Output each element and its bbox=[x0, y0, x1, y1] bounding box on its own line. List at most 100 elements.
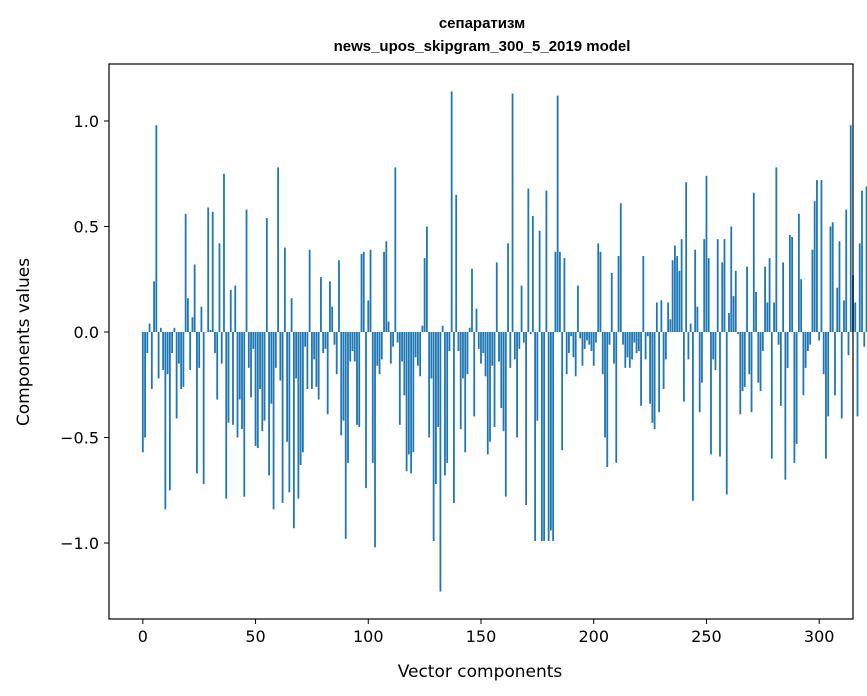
bar bbox=[759, 332, 762, 392]
bar bbox=[504, 332, 507, 497]
bar bbox=[486, 332, 489, 455]
bar bbox=[331, 306, 334, 332]
bar bbox=[678, 270, 681, 333]
bar bbox=[531, 215, 534, 332]
bar bbox=[277, 167, 279, 332]
bar bbox=[425, 226, 428, 332]
bar bbox=[782, 262, 785, 333]
bar bbox=[543, 332, 546, 541]
bar bbox=[520, 285, 523, 333]
bar bbox=[247, 332, 250, 368]
bar bbox=[475, 308, 478, 332]
bar bbox=[159, 327, 162, 332]
bar bbox=[367, 300, 370, 332]
bar bbox=[568, 332, 570, 354]
bar bbox=[311, 332, 313, 389]
bar bbox=[660, 300, 663, 332]
bar bbox=[153, 281, 155, 333]
bar bbox=[362, 251, 365, 332]
plot-frame bbox=[108, 63, 854, 620]
bar bbox=[193, 264, 196, 333]
bar bbox=[308, 249, 311, 332]
bar bbox=[522, 332, 525, 343]
bar bbox=[689, 323, 692, 332]
bar bbox=[234, 285, 237, 333]
bar bbox=[646, 332, 649, 337]
bar bbox=[811, 249, 814, 332]
bar bbox=[667, 302, 670, 332]
bar bbox=[173, 327, 176, 332]
bar bbox=[540, 332, 543, 541]
bar bbox=[360, 253, 363, 332]
bar bbox=[818, 332, 821, 341]
bar bbox=[786, 332, 789, 368]
bar bbox=[800, 279, 803, 333]
bar bbox=[712, 332, 715, 360]
bar bbox=[622, 332, 624, 345]
bar bbox=[376, 332, 379, 366]
x-tick-label: 100 bbox=[353, 627, 384, 646]
bar bbox=[816, 180, 818, 332]
bar bbox=[288, 332, 291, 493]
y-tick-label: 1.0 bbox=[74, 112, 99, 131]
bar bbox=[168, 332, 171, 491]
bar bbox=[396, 332, 399, 343]
bar bbox=[155, 125, 158, 333]
bar bbox=[464, 332, 467, 453]
bar bbox=[779, 332, 782, 406]
bar bbox=[849, 125, 852, 333]
bar bbox=[292, 332, 295, 529]
bar bbox=[655, 302, 658, 332]
bar bbox=[549, 332, 552, 531]
bar bbox=[527, 188, 530, 333]
bar bbox=[187, 298, 189, 332]
bar bbox=[525, 332, 527, 506]
bar bbox=[701, 332, 703, 383]
bar bbox=[493, 332, 496, 427]
bar bbox=[748, 332, 751, 375]
bar bbox=[619, 203, 622, 333]
bar bbox=[683, 332, 685, 402]
bar bbox=[838, 241, 841, 332]
bar bbox=[556, 95, 559, 333]
bars bbox=[141, 91, 867, 592]
bar bbox=[613, 332, 615, 364]
bar bbox=[250, 332, 252, 398]
x-tick-label: 300 bbox=[804, 627, 835, 646]
bar bbox=[559, 251, 561, 332]
bar bbox=[385, 241, 388, 332]
bar bbox=[218, 243, 221, 332]
bar bbox=[577, 285, 579, 333]
bar bbox=[317, 332, 320, 400]
bar bbox=[198, 332, 201, 368]
bar bbox=[743, 332, 746, 387]
bar bbox=[863, 332, 866, 347]
bar bbox=[669, 319, 672, 332]
bar bbox=[261, 332, 264, 432]
bar bbox=[480, 332, 482, 364]
bar bbox=[448, 332, 451, 351]
bar bbox=[730, 226, 733, 332]
bar bbox=[642, 256, 645, 332]
bar bbox=[398, 332, 401, 425]
bar bbox=[216, 332, 219, 400]
bar bbox=[664, 332, 667, 360]
bar bbox=[274, 332, 277, 368]
bar bbox=[423, 258, 426, 332]
bar bbox=[322, 332, 325, 354]
bar bbox=[419, 332, 422, 377]
bar bbox=[696, 306, 699, 332]
bar bbox=[407, 332, 410, 455]
bar bbox=[561, 332, 564, 451]
bar bbox=[166, 332, 169, 375]
bar bbox=[685, 182, 688, 332]
bar bbox=[755, 291, 757, 333]
bar bbox=[784, 332, 787, 480]
bar bbox=[225, 332, 228, 499]
chart-subtitle: news_upos_skipgram_300_5_2019 model bbox=[334, 38, 631, 55]
bar bbox=[502, 332, 505, 432]
bar bbox=[716, 239, 719, 332]
bar bbox=[572, 332, 575, 358]
bar bbox=[347, 332, 349, 463]
